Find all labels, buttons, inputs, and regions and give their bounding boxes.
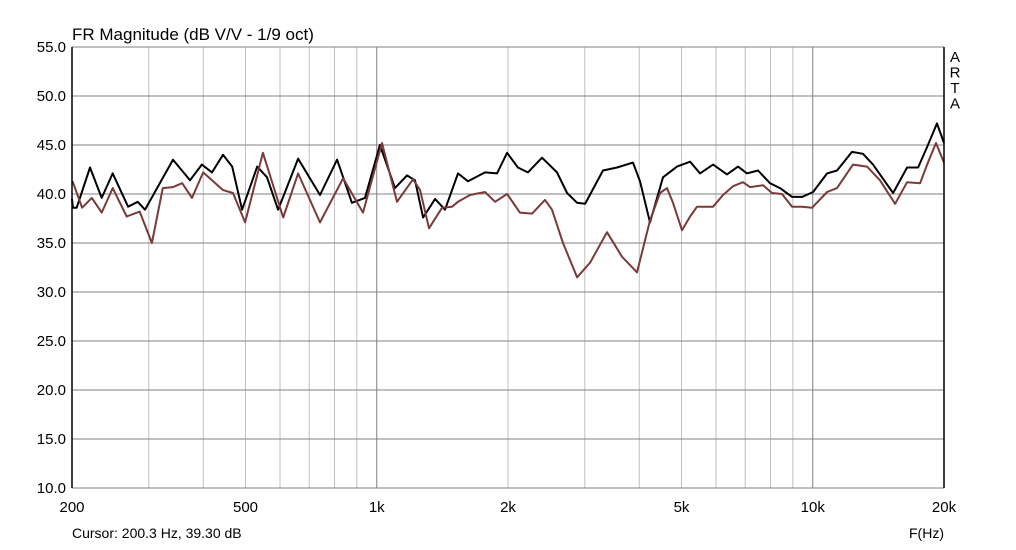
x-tick-label: 5k	[674, 499, 690, 516]
y-tick-label: 55.0	[37, 39, 66, 56]
watermark-letter: T	[950, 80, 959, 97]
watermark-letter: A	[950, 49, 960, 66]
watermark-letter: R	[950, 65, 961, 82]
y-tick-label: 45.0	[37, 137, 66, 154]
y-tick-label: 25.0	[37, 333, 66, 350]
cursor-readout: Cursor: 200.3 Hz, 39.30 dB	[72, 525, 242, 541]
y-tick-label: 15.0	[37, 431, 66, 448]
y-tick-label: 30.0	[37, 284, 66, 301]
x-tick-label: 1k	[369, 499, 385, 516]
chart-title: FR Magnitude (dB V/V - 1/9 oct)	[72, 25, 314, 44]
y-tick-label: 10.0	[37, 480, 66, 497]
series-line-2	[71, 142, 945, 279]
series-line-1	[71, 122, 945, 224]
grid	[72, 46, 944, 489]
x-axis-label: F(Hz)	[909, 525, 944, 541]
x-tick-label: 20k	[932, 499, 957, 516]
tick-labels: 55.0 50.0 45.0 40.0 35.0 30.0 25.0 20.0 15.0 10.0…	[37, 39, 957, 516]
x-tick-label: 500	[233, 499, 258, 516]
y-tick-label: 40.0	[37, 186, 66, 203]
x-tick-label: 2k	[500, 499, 516, 516]
x-tick-label: 10k	[801, 499, 826, 516]
watermark-letter: A	[950, 96, 960, 113]
x-tick-label: 200	[59, 499, 84, 516]
y-tick-label: 35.0	[37, 235, 66, 252]
series-group	[71, 122, 945, 279]
y-tick-label: 50.0	[37, 88, 66, 105]
y-tick-label: 20.0	[37, 382, 66, 399]
axes	[71, 47, 945, 488]
